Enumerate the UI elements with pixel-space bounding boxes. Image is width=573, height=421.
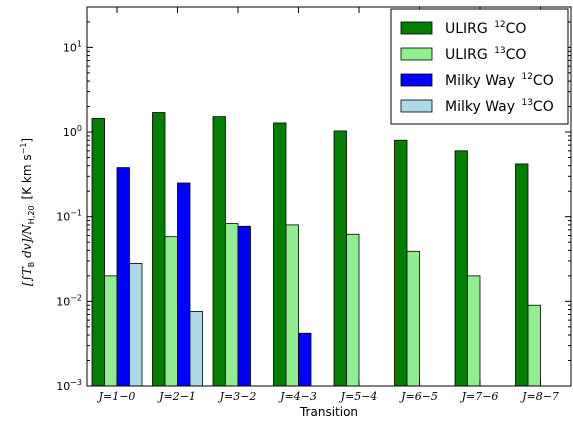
legend: ULIRG 12CO ULIRG 13CO Milky Way 12CO Milky … [390, 8, 569, 125]
bar-s0-c2 [212, 116, 226, 387]
legend-swatch [400, 99, 433, 113]
y-axis-label-unit: [K km s [20, 154, 34, 199]
y-axis-label-mid: dv]/N [20, 224, 34, 262]
bar-s3-c1 [189, 311, 203, 387]
bar-s0-c6 [454, 150, 468, 387]
x-axis-ticks: J=1−0 J=2−1 J=3−2 J=4−3 J=5−4 J=6−5 J=7−6 J=8−7 [97, 7, 559, 403]
bar-s0-c0 [91, 117, 105, 387]
bar-s1-c6 [467, 275, 481, 387]
y-tick-label: 100 [63, 124, 82, 139]
x-tick-label: J=8−7 [520, 390, 559, 403]
legend-swatch [400, 73, 433, 87]
bar-s2-c0 [116, 167, 130, 387]
x-axis-label: Transition [299, 405, 358, 419]
x-tick-label: J=4−3 [278, 390, 317, 403]
y-axis-label-unit-end: ] [20, 138, 34, 143]
x-tick-label: J=6−5 [399, 390, 438, 403]
y-axis-label-main: [∫T [20, 266, 34, 286]
bar-s2-c2 [237, 225, 251, 387]
y-axis-label: [∫TB dv]/NH,20 [K km s−1] [19, 138, 36, 286]
legend-label: ULIRG 12CO [445, 20, 526, 37]
svg-text:[∫TB dv]/NH,20[K km s−1]: [∫TB dv]/NH,20 [K km s−1] [19, 138, 36, 286]
bar-s1-c1 [164, 236, 178, 387]
x-tick-label: J=7−6 [460, 390, 499, 403]
bar-s1-c0 [104, 275, 118, 387]
y-tick-label: 10−2 [56, 293, 82, 308]
bar-s0-c7 [515, 163, 529, 387]
bar-s1-c7 [527, 304, 541, 387]
bar-s0-c4 [333, 130, 347, 387]
bar-s1-c3 [285, 224, 299, 387]
bar-s1-c2 [225, 223, 239, 387]
bars-group [91, 112, 541, 387]
x-tick-label: J=3−2 [218, 390, 257, 403]
bar-s0-c5 [394, 139, 408, 387]
bar-s0-c1 [152, 112, 166, 387]
bar-s0-c3 [273, 122, 287, 387]
x-tick-label: J=5−4 [339, 390, 378, 403]
y-axis-label-sub2: H,20 [27, 205, 36, 224]
bar-s3-c0 [129, 263, 143, 387]
y-tick-label: 10−1 [56, 209, 82, 224]
bar-s2-c1 [177, 182, 191, 387]
y-tick-label: 101 [63, 39, 82, 54]
legend-swatch [400, 21, 433, 35]
bar-s2-c3 [298, 332, 312, 387]
y-tick-label: 10−3 [56, 378, 82, 393]
plot-frame [86, 6, 572, 387]
x-tick-label: J=1−0 [97, 390, 136, 403]
y-axis-label-sub: B [27, 262, 36, 268]
legend-label: Milky Way 13CO [445, 98, 554, 115]
bar-s1-c5 [406, 250, 420, 387]
legend-swatch [400, 47, 433, 61]
bar-s1-c4 [346, 233, 360, 387]
legend-label: Milky Way 12CO [445, 72, 554, 89]
x-tick-label: J=2−1 [157, 390, 196, 403]
y-axis-label-unit-sup: −1 [19, 143, 28, 155]
legend-label: ULIRG 13CO [445, 46, 526, 63]
